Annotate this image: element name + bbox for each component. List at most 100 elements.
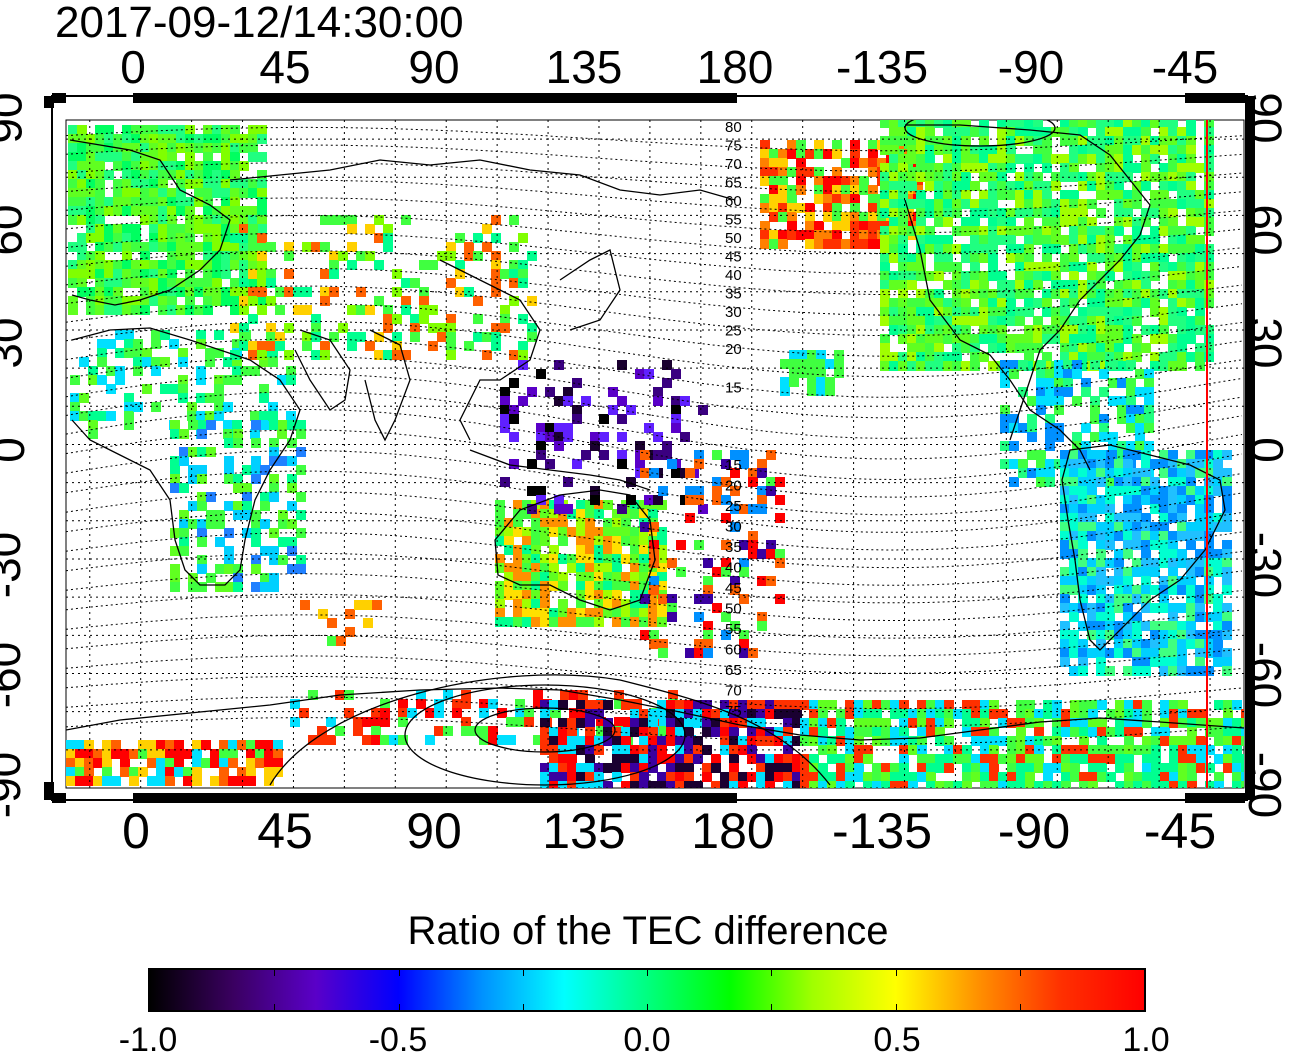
tec-pixel — [1054, 369, 1064, 379]
tec-pixel — [836, 754, 846, 764]
tec-pixel — [518, 269, 528, 279]
tec-pixel — [675, 727, 685, 737]
tec-pixel — [1042, 325, 1052, 335]
tec-pixel — [500, 323, 510, 333]
tec-pixel — [639, 563, 649, 573]
tec-pixel — [1069, 540, 1079, 550]
tec-pixel — [943, 181, 953, 191]
tec-pixel — [962, 718, 972, 728]
tec-pixel — [787, 149, 797, 159]
tec-pixel — [1151, 727, 1161, 737]
tec-pixel — [1141, 540, 1151, 550]
tec-pixel — [970, 199, 980, 209]
tec-pixel — [522, 617, 532, 627]
tec-pixel — [1087, 154, 1097, 164]
tec-pixel — [260, 465, 270, 475]
tec-pixel — [694, 648, 704, 658]
tec-pixel — [916, 226, 926, 236]
tec-pixel — [401, 278, 411, 288]
tec-pixel — [778, 167, 788, 177]
tec-pixel — [1063, 387, 1073, 397]
tec-pixel — [1168, 531, 1178, 541]
tec-pixel — [612, 554, 622, 564]
tec-pixel — [1195, 253, 1205, 263]
tec-pixel — [122, 188, 132, 198]
tec-pixel — [1169, 700, 1179, 710]
tec-pixel — [1150, 531, 1160, 541]
tec-pixel — [962, 763, 972, 773]
colorbar-tickmark — [771, 1004, 773, 1010]
tec-pixel — [131, 242, 141, 252]
tec-pixel — [1186, 127, 1196, 137]
tec-pixel — [1105, 334, 1115, 344]
tec-pixel — [296, 564, 306, 574]
tec-pixel — [1114, 289, 1124, 299]
tec-pixel — [95, 305, 105, 315]
tec-pixel — [1186, 262, 1196, 272]
tec-pixel — [1060, 172, 1070, 182]
tec-pixel — [1186, 594, 1196, 604]
tec-pixel — [255, 758, 265, 768]
tec-pixel — [104, 125, 114, 135]
tec-pixel — [287, 456, 297, 466]
tec-pixel — [1186, 486, 1196, 496]
tec-pixel — [266, 332, 276, 342]
tec-pixel — [197, 474, 207, 484]
tec-pixel — [1060, 352, 1070, 362]
tec-pixel — [757, 495, 767, 505]
tec-pixel — [889, 127, 899, 137]
tec-pixel — [1006, 208, 1016, 218]
tec-pixel — [850, 221, 860, 231]
tec-pixel — [196, 375, 206, 385]
tec-pixel — [917, 763, 927, 773]
tec-pixel — [347, 305, 357, 315]
tec-pixel — [898, 136, 908, 146]
tec-pixel — [1090, 405, 1100, 415]
tec-pixel — [1024, 120, 1034, 128]
tec-pixel — [540, 772, 550, 782]
tec-pixel — [221, 206, 231, 216]
tec-pixel — [1045, 396, 1055, 406]
tec-pixel — [1150, 120, 1160, 128]
tec-pixel — [594, 700, 604, 710]
tec-pixel — [563, 432, 573, 442]
tec-pixel — [194, 170, 204, 180]
tec-pixel — [383, 305, 393, 315]
tec-pixel — [140, 197, 150, 207]
colorbar-tickmark — [398, 970, 400, 976]
tec-pixel — [531, 599, 541, 609]
tec-pixel — [68, 188, 78, 198]
tec-pixel — [1150, 495, 1160, 505]
tec-pixel — [1178, 700, 1188, 710]
tec-pixel — [179, 447, 189, 457]
tec-pixel — [1186, 576, 1196, 586]
tec-pixel — [551, 708, 561, 718]
tec-pixel — [730, 468, 740, 478]
tec-pixel — [383, 323, 393, 333]
tec-pixel — [311, 314, 321, 324]
tec-pixel — [748, 549, 758, 559]
tec-pixel — [176, 233, 186, 243]
tec-pixel — [509, 278, 519, 288]
tec-pixel — [68, 260, 78, 270]
tec-pixel — [783, 709, 793, 719]
tec-pixel — [648, 617, 658, 627]
tec-pixel — [149, 224, 159, 234]
tec-pixel — [1141, 208, 1151, 218]
tec-pixel — [495, 536, 505, 546]
tec-pixel — [266, 242, 276, 252]
tec-pixel — [102, 776, 112, 786]
tec-pixel — [68, 179, 78, 189]
tec-pixel — [86, 197, 96, 207]
tec-pixel — [176, 242, 186, 252]
tec-pixel — [111, 749, 121, 759]
tec-pixel — [1060, 468, 1070, 478]
tec-pixel — [248, 215, 258, 225]
tec-pixel — [576, 572, 586, 582]
tec-pixel — [1087, 235, 1097, 245]
tec-pixel — [1196, 754, 1206, 764]
tec-pixel — [446, 242, 456, 252]
tec-pixel — [1078, 217, 1088, 227]
tec-pixel — [944, 709, 954, 719]
top-lon-label: 180 — [696, 41, 774, 93]
